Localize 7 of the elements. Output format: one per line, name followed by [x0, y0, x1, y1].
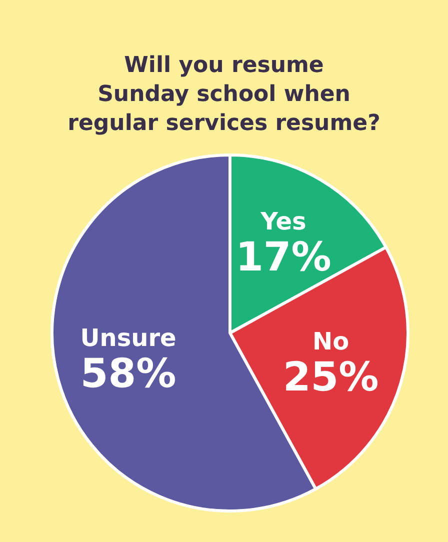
data-label: 25%	[282, 354, 379, 400]
slice-label: Yes	[260, 208, 306, 236]
slice-label: Unsure	[80, 324, 176, 352]
data-label: 58%	[80, 351, 176, 398]
chart-title: Will you resume Sunday school when regular services resume?	[68, 53, 380, 136]
data-label: 17%	[236, 234, 332, 281]
slice-label: No	[312, 327, 350, 356]
